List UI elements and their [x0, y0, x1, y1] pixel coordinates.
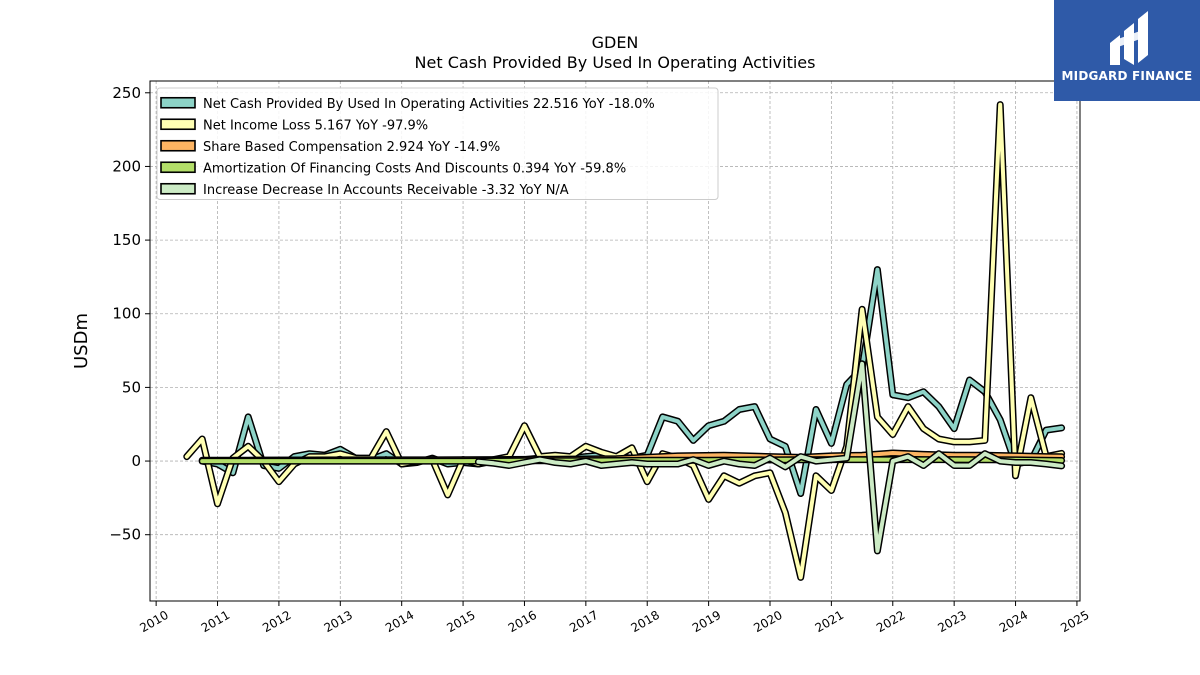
brand-logo: MIDGARD FINANCE [1054, 0, 1200, 101]
x-tick-label: 2012 [260, 608, 293, 635]
plot-frame [149, 80, 1081, 602]
series-layer [183, 101, 1066, 581]
x-tick-label: 2019 [690, 608, 723, 635]
x-tick-label: 2020 [751, 608, 784, 635]
legend-label: Amortization Of Financing Costs And Disc… [203, 161, 626, 176]
x-tick-label: 2011 [199, 608, 232, 635]
x-tick-label: 2023 [935, 608, 968, 635]
x-tick-label: 2018 [629, 608, 662, 635]
y-tick-label: 200 [112, 157, 141, 175]
midgard-logo-icon [1110, 11, 1148, 65]
series-line [476, 361, 1064, 553]
y-tick-label: 0 [131, 452, 141, 470]
legend-label: Net Income Loss 5.167 YoY -97.9% [203, 118, 428, 133]
x-tick-label: 2010 [137, 608, 170, 635]
x-tick-label: 2013 [322, 608, 355, 635]
y-tick-label: 250 [112, 84, 141, 102]
series-1 [183, 101, 1066, 581]
legend-swatch [160, 118, 196, 131]
legend-label: Net Cash Provided By Used In Operating A… [203, 97, 655, 112]
legend-box [156, 87, 719, 200]
y-tick-label: 150 [112, 231, 141, 249]
legend-swatch [160, 161, 196, 174]
legend-label: Increase Decrease In Accounts Receivable… [203, 183, 569, 198]
y-axis-label: USDm [71, 313, 92, 369]
x-tick-label: 2024 [997, 608, 1030, 635]
chart-title: GDEN [592, 33, 639, 52]
x-tick-label: 2025 [1058, 608, 1091, 635]
legend-swatch [160, 96, 196, 109]
x-tick-label: 2015 [444, 608, 477, 635]
x-tick-label: 2014 [383, 608, 416, 635]
brand-logo-text: MIDGARD FINANCE [1061, 69, 1193, 83]
legend-swatch [160, 139, 196, 152]
legend-label: Share Based Compensation 2.924 YoY -14.9… [203, 140, 500, 155]
series-line [184, 102, 1064, 580]
x-tick-label: 2022 [874, 608, 907, 635]
y-tick-label: −50 [109, 526, 141, 544]
legend-swatch [160, 182, 196, 195]
x-tick-label: 2021 [813, 608, 846, 635]
x-tick-label: 2016 [506, 608, 539, 635]
series-4 [474, 360, 1066, 555]
chart-subtitle: Net Cash Provided By Used In Operating A… [415, 53, 816, 72]
legend: Net Cash Provided By Used In Operating A… [156, 87, 719, 200]
x-tick-label: 2017 [567, 608, 600, 635]
y-tick-label: 100 [112, 305, 141, 323]
y-tick-label: 50 [122, 378, 141, 396]
